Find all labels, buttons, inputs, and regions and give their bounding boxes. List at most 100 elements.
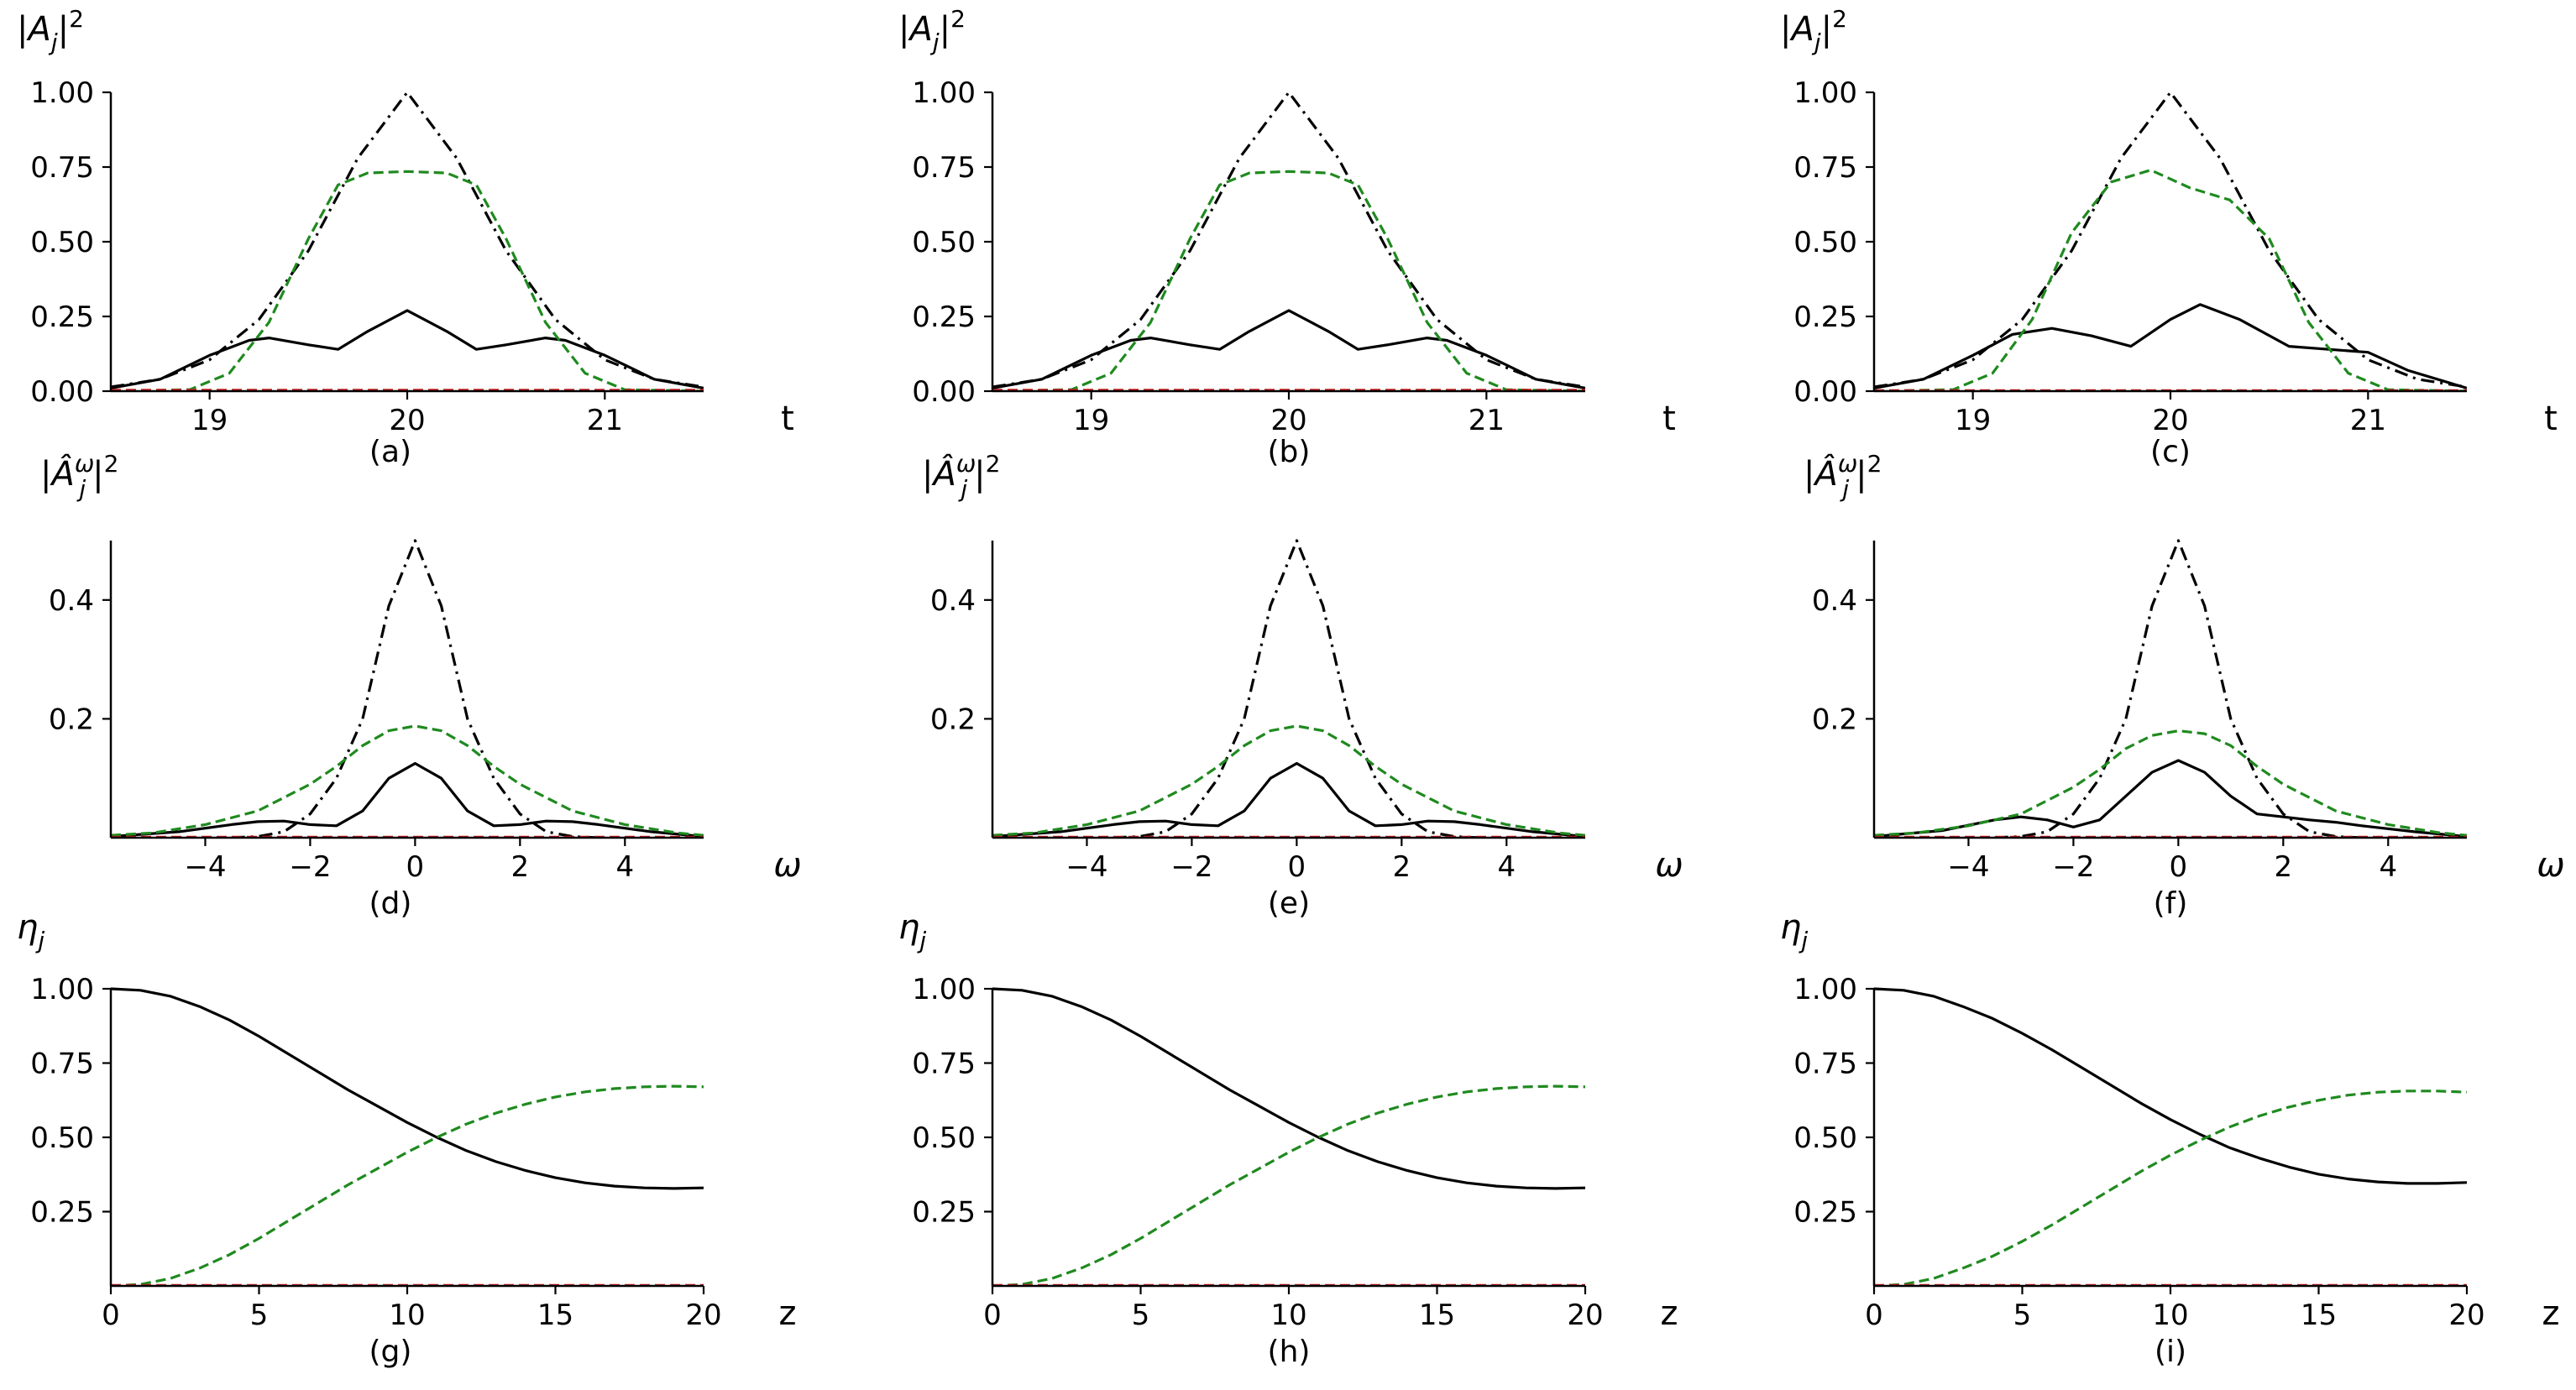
y-tick-label: 0.50 <box>912 1121 976 1155</box>
panel-b: 19 20 21 0.00 0.25 0.50 0.75 1.00 t |Aj|2 (b) <box>898 5 1676 469</box>
x-tick-label: 10 <box>1270 1299 1306 1332</box>
x-tick-label: 2 <box>511 850 530 884</box>
series-group <box>111 987 704 1286</box>
y-axis-label: |Aj|2 <box>898 5 966 56</box>
x-tick-label: 21 <box>587 404 623 437</box>
x-tick-label: 5 <box>250 1299 269 1332</box>
y-tick-label: 0.50 <box>1793 226 1857 259</box>
panel-i: 0 5 10 15 20 0.25 0.50 0.75 1.00 z ηj (i) <box>1780 908 2560 1369</box>
y-axis-label: |Aj|2 <box>17 5 84 56</box>
y-tick-label: 0.75 <box>30 1048 94 1081</box>
x-tick-label: 15 <box>1419 1299 1455 1332</box>
panel-caption: (b) <box>1268 435 1311 469</box>
panel-caption: (e) <box>1268 886 1310 921</box>
y-tick-label: 1.00 <box>1793 973 1857 1006</box>
y-tick-label: 0.75 <box>912 151 976 185</box>
y-tick-label: 0.25 <box>1793 300 1857 334</box>
series-group <box>1874 539 2467 838</box>
y-axis-label: ηj <box>17 908 45 954</box>
series-line-i-1 <box>1874 987 2467 1185</box>
series-line-c-1 <box>1874 91 2467 389</box>
x-tick-label: 0 <box>1865 1299 1883 1332</box>
panel-c: 19 20 21 0.00 0.25 0.50 0.75 1.00 t |Aj|2 (c) <box>1780 5 2558 469</box>
x-axis-label: ω <box>2537 846 2565 885</box>
panel-g: 0 5 10 15 20 0.25 0.50 0.75 1.00 z ηj (g) <box>17 908 797 1369</box>
y-axis-label: |Âω j |2 <box>40 450 118 503</box>
series-group <box>992 91 1585 391</box>
panel-caption: (a) <box>369 435 411 469</box>
panel-caption: (i) <box>2155 1335 2186 1369</box>
series-line-b-1 <box>992 91 1585 389</box>
x-axis-label: z <box>1661 1294 1678 1333</box>
x-tick-label: 15 <box>537 1299 573 1332</box>
y-axis-label: |Âω j |2 <box>1804 450 1882 503</box>
y-tick-label: 0.4 <box>49 584 94 618</box>
panel-e: −4 −2 0 2 4 0.2 0.4 ω |Âω j |2 (e) <box>922 450 1683 921</box>
x-axis-label: t <box>781 400 794 438</box>
x-axis-label: ω <box>773 846 802 885</box>
panel-caption: (h) <box>1268 1335 1311 1369</box>
x-tick-label: −4 <box>1947 850 1989 884</box>
x-axis-label: t <box>2544 400 2558 438</box>
series-line-d-3 <box>111 724 704 837</box>
x-tick-label: 0 <box>1288 850 1306 884</box>
x-tick-label: 15 <box>2301 1299 2337 1332</box>
x-tick-label: 20 <box>1567 1299 1603 1332</box>
x-tick-label: 0 <box>983 1299 1002 1332</box>
y-tick-label: 1.00 <box>912 76 976 110</box>
panel-caption: (g) <box>369 1335 412 1369</box>
y-tick-label: 0.25 <box>30 300 94 334</box>
y-tick-label: 0.00 <box>912 375 976 409</box>
series-group <box>992 539 1585 838</box>
y-tick-label: 0.25 <box>30 1196 94 1230</box>
series-line-e-3 <box>992 724 1585 837</box>
x-tick-label: 0 <box>2170 850 2188 884</box>
panel-a: 19 20 21 0.00 0.25 0.50 0.75 1.00 t |Aj|2 (a) <box>17 5 794 469</box>
y-tick-label: 0.75 <box>1793 1048 1857 1081</box>
panel-caption: (d) <box>369 886 412 921</box>
x-axis-label: ω <box>1655 846 1683 885</box>
x-tick-label: 19 <box>191 404 228 437</box>
x-tick-label: −2 <box>289 850 331 884</box>
series-group <box>1874 91 2467 391</box>
series-line-c-3 <box>1874 169 2467 391</box>
panel-caption: (f) <box>2154 886 2188 921</box>
y-tick-label: 0.25 <box>1793 1196 1857 1230</box>
x-tick-label: 19 <box>1955 404 1991 437</box>
x-tick-label: 19 <box>1073 404 1109 437</box>
series-line-b-2 <box>992 309 1585 389</box>
series-line-f-2 <box>1874 759 2467 838</box>
panel-caption: (c) <box>2150 435 2191 469</box>
x-tick-label: 4 <box>2379 850 2397 884</box>
x-tick-label: 21 <box>2350 404 2386 437</box>
y-axis-label: ηj <box>898 908 926 954</box>
x-tick-label: 2 <box>1393 850 1411 884</box>
y-tick-label: 1.00 <box>1793 76 1857 110</box>
series-line-g-2 <box>111 1084 704 1286</box>
series-line-f-1 <box>1994 539 2363 838</box>
x-tick-label: −4 <box>1065 850 1107 884</box>
x-tick-label: 20 <box>2152 404 2188 437</box>
series-line-c-2 <box>1874 303 2467 389</box>
y-tick-label: 0.50 <box>1793 1121 1857 1155</box>
y-tick-label: 0.75 <box>30 151 94 185</box>
series-line-a-2 <box>111 309 704 389</box>
series-line-d-2 <box>111 761 704 838</box>
x-tick-label: 5 <box>1132 1299 1150 1332</box>
x-tick-label: 20 <box>389 404 425 437</box>
series-line-g-1 <box>111 987 704 1190</box>
y-tick-label: 1.00 <box>912 973 976 1006</box>
y-tick-label: 0.25 <box>912 1196 976 1230</box>
series-line-a-3 <box>111 170 704 391</box>
y-axis-label: |Âω j |2 <box>922 450 1000 503</box>
series-line-b-3 <box>992 170 1585 391</box>
y-tick-label: 1.00 <box>30 76 94 110</box>
series-line-i-2 <box>1874 1090 2467 1286</box>
y-tick-label: 1.00 <box>30 973 94 1006</box>
y-axis-label: |Aj|2 <box>1780 5 1847 56</box>
x-tick-label: 20 <box>685 1299 721 1332</box>
y-tick-label: 0.75 <box>912 1048 976 1081</box>
x-tick-label: 10 <box>389 1299 425 1332</box>
y-tick-label: 0.00 <box>1793 375 1857 409</box>
x-axis-label: z <box>779 1294 797 1333</box>
